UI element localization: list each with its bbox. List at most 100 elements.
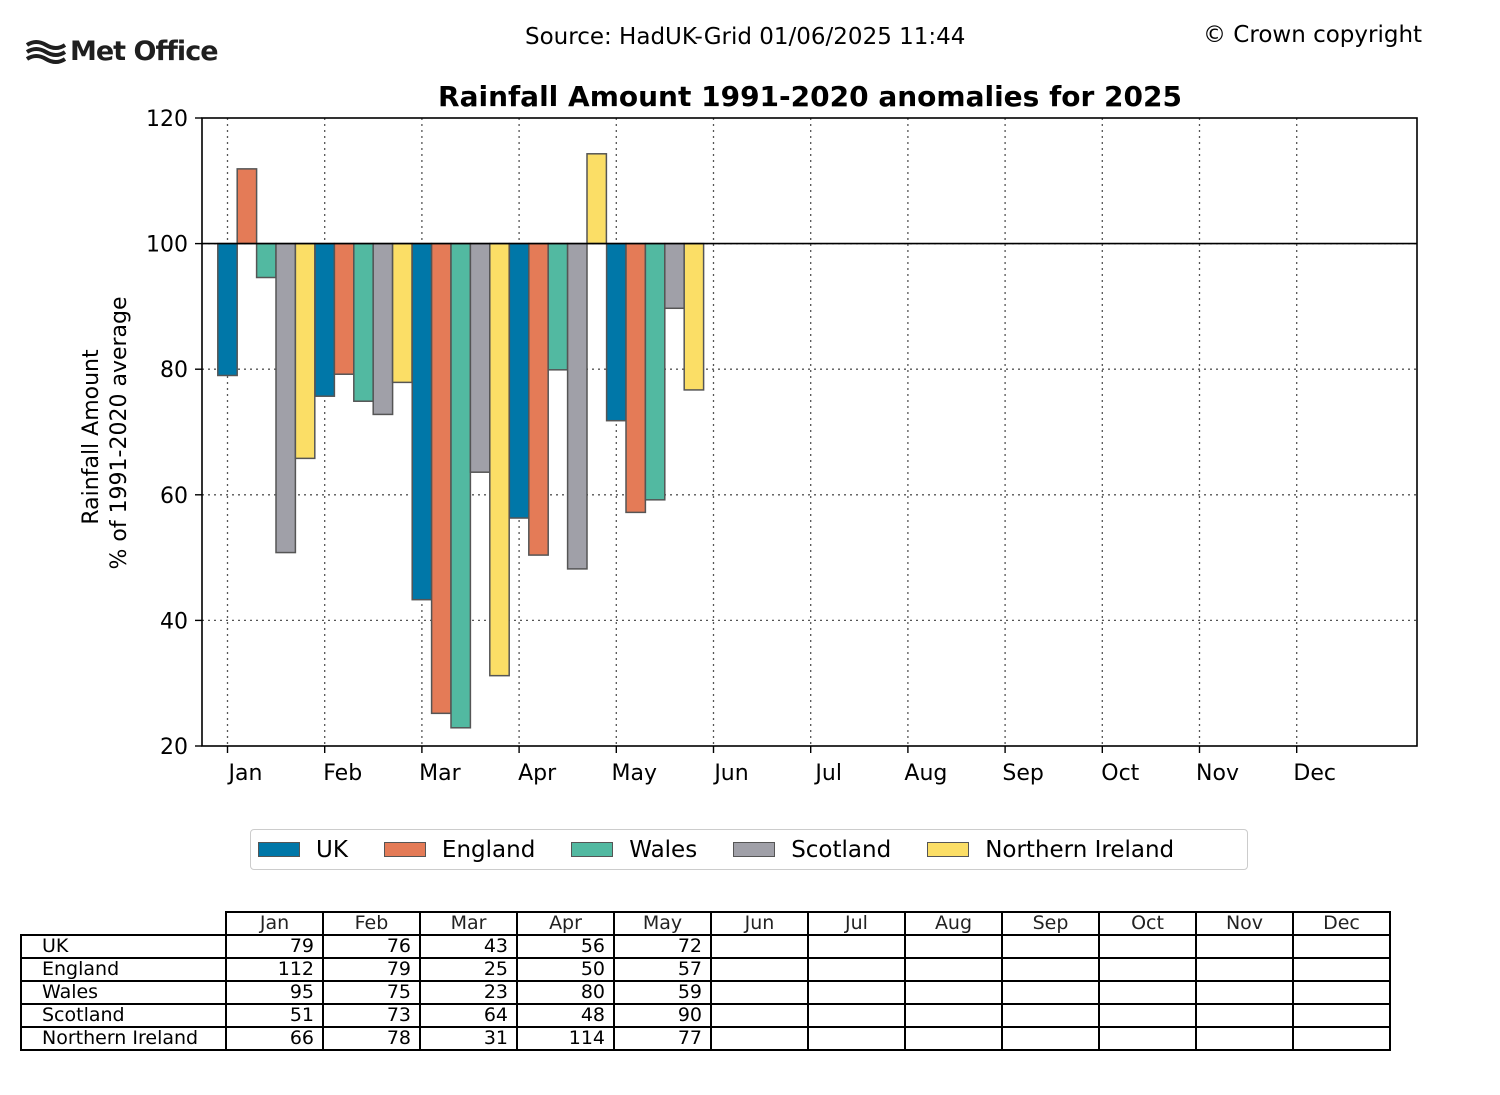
table-cell xyxy=(1292,934,1391,959)
legend-item: England xyxy=(383,836,536,863)
bar-scotland-feb xyxy=(372,242,394,416)
table-cell: 23 xyxy=(419,980,518,1005)
x-tick-label: Sep xyxy=(1002,761,1043,786)
legend-swatch xyxy=(733,842,776,857)
table-cell xyxy=(904,980,1003,1005)
table-cell xyxy=(1001,957,1100,982)
table-cell: 56 xyxy=(516,934,615,959)
table-cell xyxy=(710,1003,809,1028)
x-tick-label: Feb xyxy=(323,761,362,786)
x-tick-label: Dec xyxy=(1293,761,1336,786)
table-cell: 57 xyxy=(613,957,712,982)
table-column-header: Feb xyxy=(322,911,421,936)
table-cell xyxy=(1098,934,1197,959)
bar-uk-apr xyxy=(508,242,530,519)
bar-england-feb xyxy=(333,242,355,375)
table-column-header: Apr xyxy=(516,911,615,936)
rainfall-chart: Rainfall Amount 1991-2020 anomalies for … xyxy=(79,80,1418,786)
legend-swatch xyxy=(258,842,300,857)
bar-northern-ireland-may xyxy=(683,242,705,391)
table-cell: 80 xyxy=(516,980,615,1005)
table-cell xyxy=(904,934,1003,959)
legend-swatch xyxy=(571,842,614,857)
x-tick-label: Oct xyxy=(1101,761,1139,786)
data-table: Jan Feb Mar Apr May Jun Jul Aug Sep Oct Nov Dec UK 79… xyxy=(20,911,1391,1051)
x-tick-label: Aug xyxy=(904,761,947,786)
table-cell xyxy=(710,1026,809,1051)
table-cell xyxy=(710,957,809,982)
table-cell xyxy=(1001,980,1100,1005)
y-tick-label: 60 xyxy=(160,484,188,509)
chart-title: Rainfall Amount 1991-2020 anomalies for … xyxy=(438,80,1182,113)
bar-england-jan xyxy=(236,168,258,245)
met-office-logo: Met Office xyxy=(26,36,219,67)
x-tick-label: May xyxy=(612,761,657,786)
table-cell xyxy=(1098,1026,1197,1051)
legend-label: Northern Ireland xyxy=(985,836,1175,863)
table-cell: 31 xyxy=(419,1026,518,1051)
legend-label: Scotland xyxy=(791,836,892,863)
table-column-header: Nov xyxy=(1195,911,1294,936)
table-cell xyxy=(1195,957,1294,982)
table-cell xyxy=(1292,957,1391,982)
x-tick-label: Jun xyxy=(712,761,748,786)
table-cell: 77 xyxy=(613,1026,712,1051)
y-tick-label: 100 xyxy=(146,233,188,258)
bar-wales-feb xyxy=(353,242,374,402)
bar-uk-feb xyxy=(314,242,336,397)
table-cell: 90 xyxy=(613,1003,712,1028)
bar-wales-mar xyxy=(450,242,472,729)
copyright-label: © Crown copyright xyxy=(1203,22,1423,48)
table-cell xyxy=(1001,934,1100,959)
bar-scotland-mar xyxy=(469,242,491,473)
table-cell xyxy=(1098,1003,1197,1028)
legend-label: UK xyxy=(316,836,348,863)
bar-england-mar xyxy=(430,242,452,715)
table-cell: 64 xyxy=(419,1003,518,1028)
table-cell xyxy=(807,980,906,1005)
table-cell: 66 xyxy=(225,1026,324,1051)
bar-wales-jan xyxy=(255,242,277,279)
bar-uk-jan xyxy=(217,242,238,377)
table-cell: 78 xyxy=(322,1026,421,1051)
table-cell xyxy=(807,957,906,982)
plot-frame xyxy=(201,117,1418,747)
table-cell: 72 xyxy=(613,934,712,959)
legend-item: UK xyxy=(258,837,348,863)
bar-england-apr xyxy=(528,242,549,556)
table-row: UK 79 76 43 56 72 xyxy=(20,934,1391,959)
table-cell: 76 xyxy=(322,934,421,959)
table-cell xyxy=(1292,980,1391,1005)
table-cell xyxy=(904,1003,1003,1028)
bar-northern-ireland-apr xyxy=(586,153,608,245)
table-cell xyxy=(710,980,809,1005)
table-column-header: May xyxy=(613,911,712,936)
bar-scotland-may xyxy=(664,242,685,310)
table-cell xyxy=(1292,1026,1391,1051)
table-cell xyxy=(1195,1003,1294,1028)
table-cell: 43 xyxy=(419,934,518,959)
table-cell: 79 xyxy=(322,957,421,982)
y-axis-label-line2: % of 1991-2020 average xyxy=(107,296,132,569)
y-tick-label: 80 xyxy=(160,358,188,383)
table-cell xyxy=(710,934,809,959)
table-column-header: Dec xyxy=(1292,911,1391,936)
table-header-row: Jan Feb Mar Apr May Jun Jul Aug Sep Oct Nov Dec xyxy=(21,911,1391,936)
wave-logo-icon xyxy=(26,39,66,64)
bar-wales-apr xyxy=(547,242,569,371)
source-label: Source: HadUK-Grid 01/06/2025 11:44 xyxy=(525,24,966,50)
bar-uk-may xyxy=(605,242,627,422)
x-tick-label: Jul xyxy=(813,761,842,786)
table-column-header: Aug xyxy=(904,911,1003,936)
table-row: Northern Ireland 66 78 31 114 77 xyxy=(20,1026,1391,1051)
legend-label: England xyxy=(441,836,536,863)
bar-scotland-jan xyxy=(275,242,297,554)
table-row-header: Northern Ireland xyxy=(20,1026,227,1051)
table-cell xyxy=(1195,1026,1294,1051)
table-cell: 75 xyxy=(322,980,421,1005)
x-tick-label: Jan xyxy=(227,761,263,786)
legend-swatch xyxy=(927,842,970,857)
y-tick-label: 20 xyxy=(160,735,188,760)
x-tick-label: Apr xyxy=(518,761,557,786)
table-cell: 25 xyxy=(419,957,518,982)
